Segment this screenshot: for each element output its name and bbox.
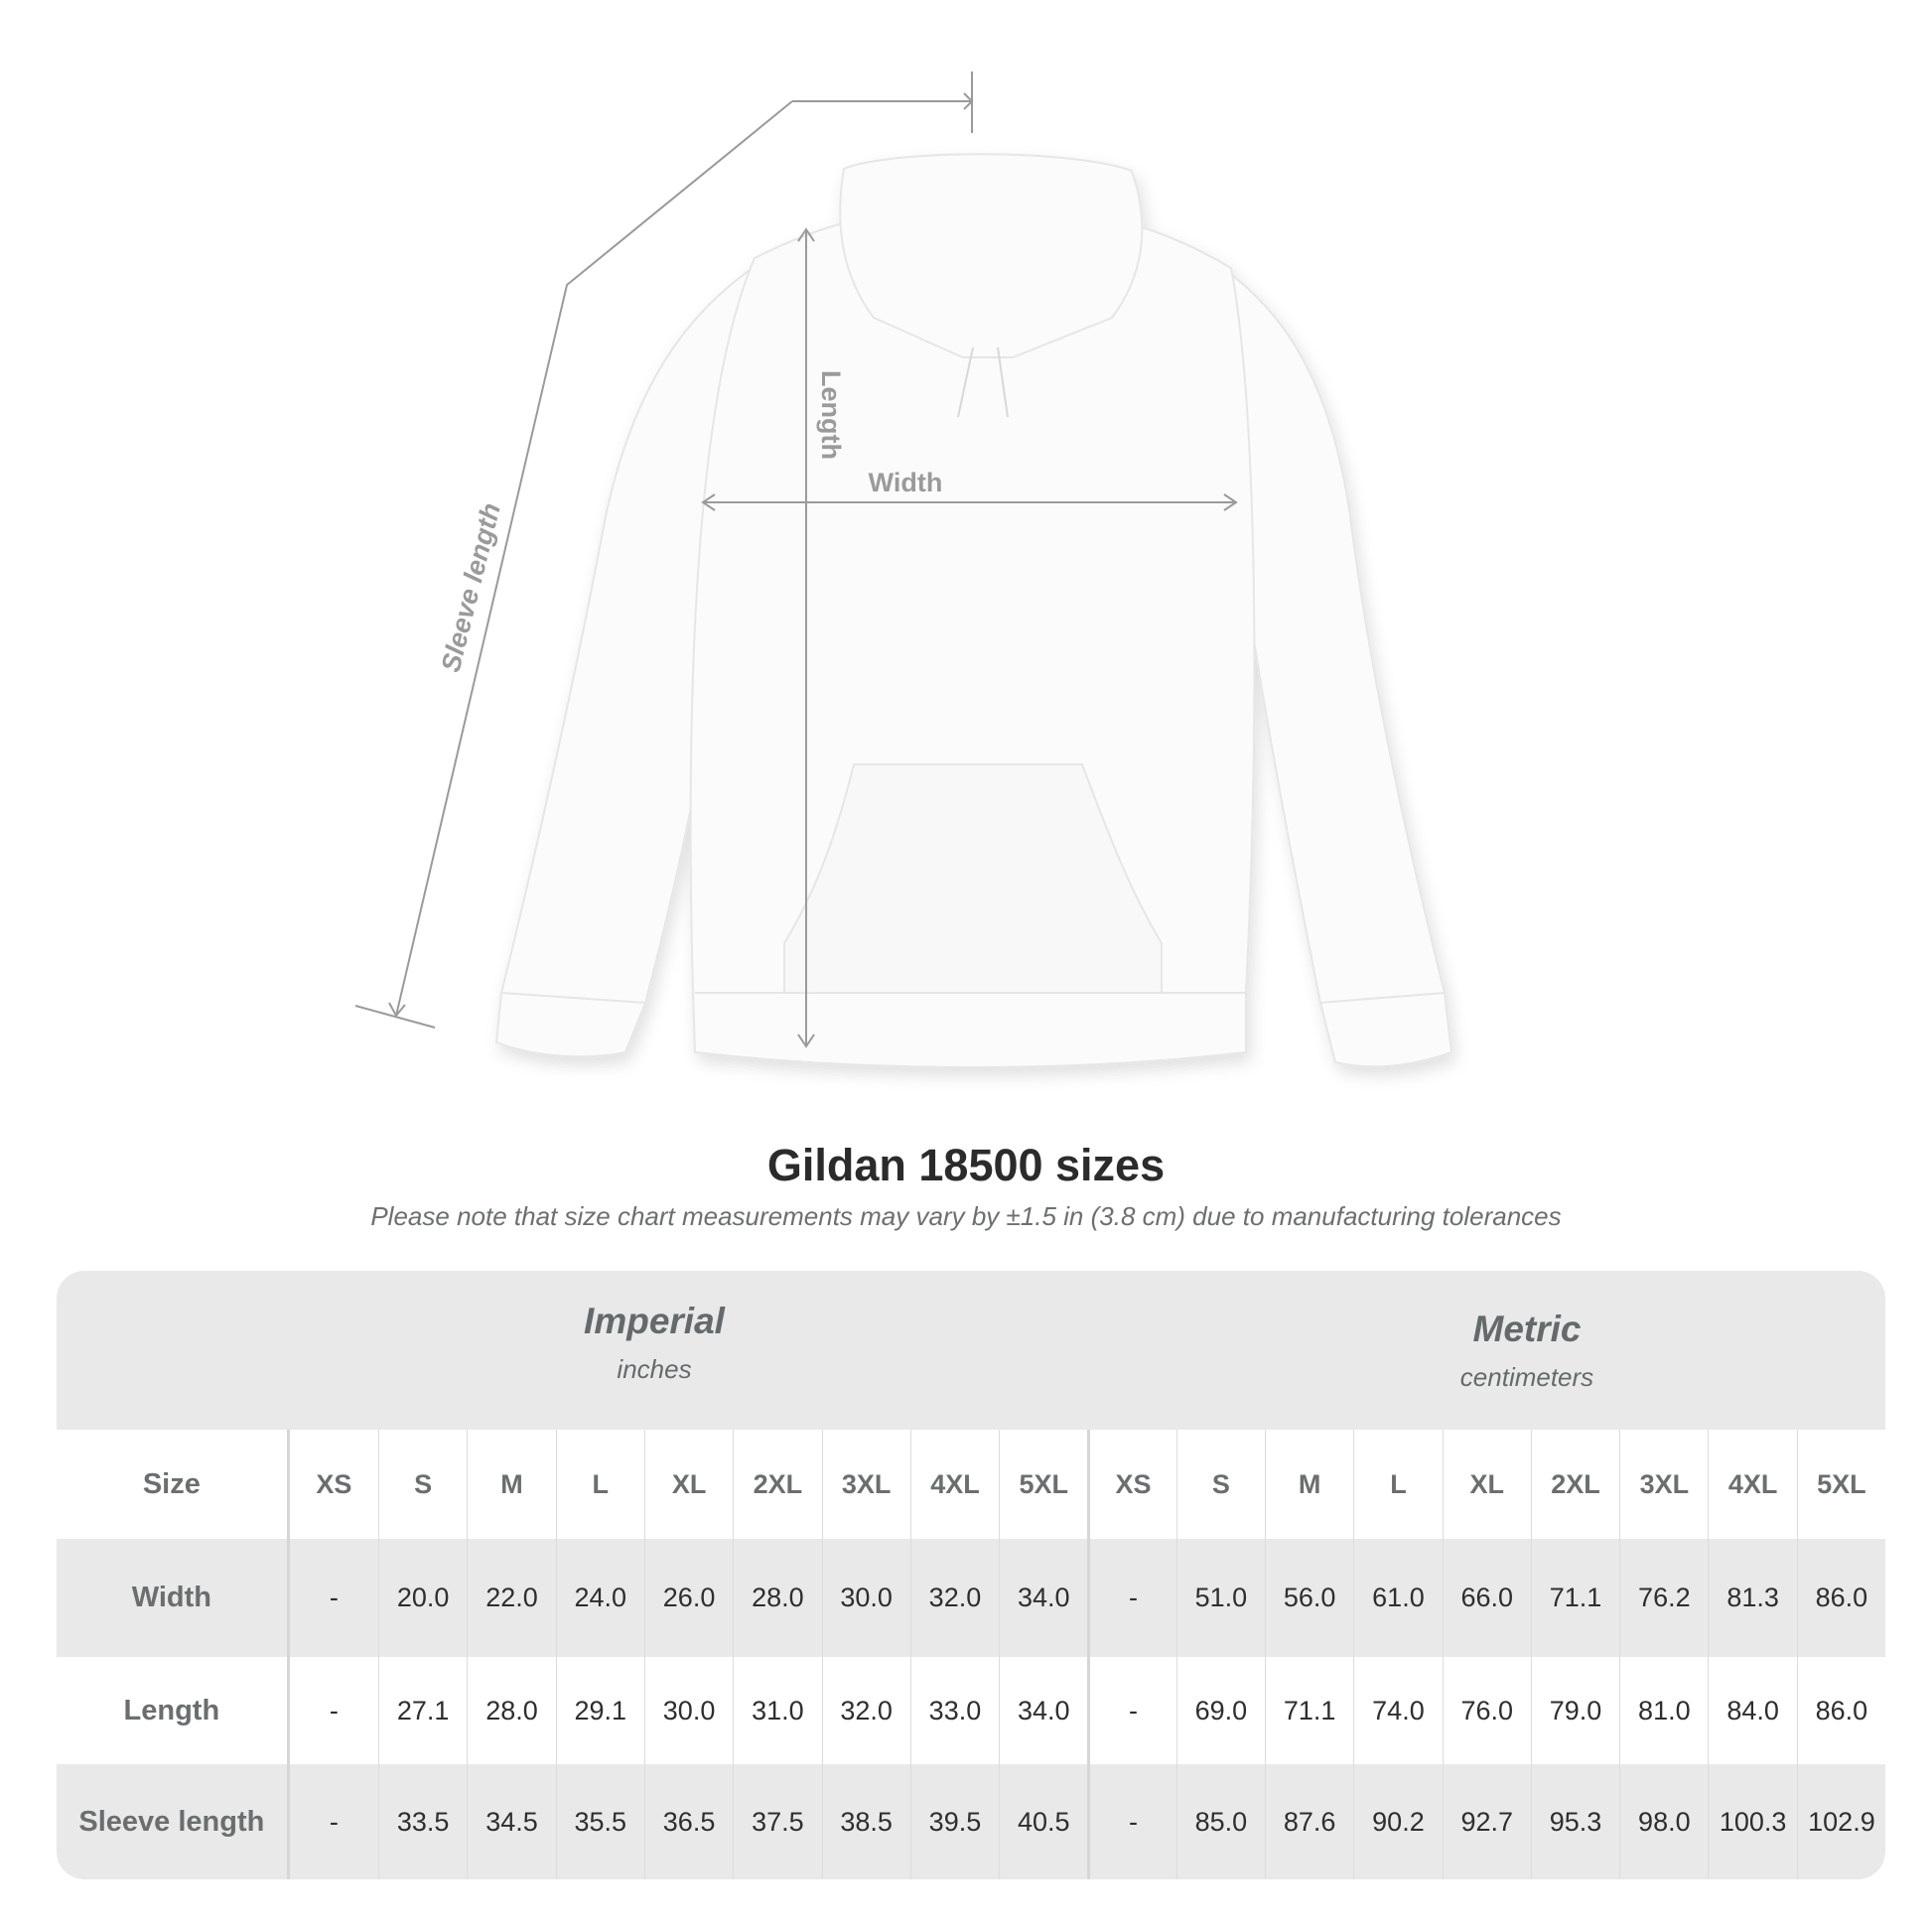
value-cell: 102.9	[1796, 1764, 1885, 1879]
value-cell: 76.2	[1619, 1539, 1708, 1657]
imperial-header: Imperial inches	[356, 1301, 952, 1385]
value-cell: 92.7	[1442, 1764, 1531, 1879]
size-header-cell: XL	[643, 1430, 733, 1539]
value-cell: 76.0	[1442, 1657, 1531, 1764]
size-header-cell: 2XL	[1530, 1430, 1619, 1539]
value-cell: 36.5	[643, 1764, 733, 1879]
length-label: Length	[816, 370, 846, 460]
value-cell: 38.5	[821, 1764, 910, 1879]
size-header-cell: L	[555, 1430, 644, 1539]
value-cell: 84.0	[1708, 1657, 1796, 1764]
value-cell: 33.5	[378, 1764, 467, 1879]
value-cell: 30.0	[643, 1657, 733, 1764]
value-cell: 87.6	[1265, 1764, 1353, 1879]
tolerance-note: Please note that size chart measurements…	[370, 1201, 1562, 1231]
value-cell: 79.0	[1530, 1657, 1619, 1764]
size-header-cell: XL	[1442, 1430, 1531, 1539]
table-row: Length -27.1 28.0 29.1 30.0 31.0 32.0 33.0 34.0-…	[57, 1657, 1885, 1764]
size-header-row: Size XS S M L XL 2XL 3XL 4XL 5XL XS S M L XL 2XL 3XL 4XL 5…	[57, 1430, 1885, 1539]
hoodie-diagram: Sleeve length Length Width	[354, 71, 1453, 1068]
width-label: Width	[869, 468, 943, 497]
size-header-cell: S	[1175, 1430, 1265, 1539]
value-cell: 27.1	[378, 1657, 467, 1764]
page-title: Gildan 18500 sizes	[766, 1140, 1166, 1190]
value-cell: 51.0	[1175, 1539, 1265, 1657]
size-header-cell: L	[1353, 1430, 1442, 1539]
value-cell: -	[329, 1695, 339, 1725]
value-cell: 85.0	[1175, 1764, 1265, 1879]
value-cell: 95.3	[1530, 1764, 1619, 1879]
value-cell: 29.1	[555, 1657, 644, 1764]
value-cell: 66.0	[1442, 1539, 1531, 1657]
value-cell: 32.0	[909, 1539, 999, 1657]
imperial-unit: inches	[617, 1354, 692, 1384]
imperial-title: Imperial	[584, 1301, 725, 1341]
value-cell: 81.0	[1619, 1657, 1708, 1764]
size-header-cell: M	[1265, 1430, 1353, 1539]
value-cell: -	[1087, 1539, 1175, 1657]
size-header-cell: 5XL	[999, 1430, 1087, 1539]
value-cell: 40.5	[999, 1764, 1087, 1879]
hoodie-image	[494, 153, 1453, 1068]
value-cell: -	[329, 1583, 339, 1612]
value-cell: 69.0	[1175, 1657, 1265, 1764]
value-cell: 90.2	[1353, 1764, 1442, 1879]
metric-header: Metric centimeters	[1229, 1309, 1825, 1393]
value-cell: -	[329, 1806, 339, 1837]
table-row: Width -20.0 22.0 24.0 26.0 28.0 30.0 32.0 34.0-5…	[57, 1539, 1885, 1657]
row-label: Sleeve length	[57, 1764, 290, 1879]
metric-unit: centimeters	[1459, 1362, 1594, 1392]
size-header-cell: 4XL	[909, 1430, 999, 1539]
value-cell: 86.0	[1796, 1539, 1885, 1657]
value-cell: 32.0	[821, 1657, 910, 1764]
value-cell: 74.0	[1353, 1657, 1442, 1764]
row-label: Length	[57, 1657, 290, 1764]
size-header-cell: S	[378, 1430, 467, 1539]
value-cell: 28.0	[467, 1657, 555, 1764]
value-cell: 33.0	[909, 1657, 999, 1764]
value-cell: 34.5	[467, 1764, 555, 1879]
size-header-cell: 4XL	[1708, 1430, 1796, 1539]
size-header-cell: 2XL	[733, 1430, 821, 1539]
measurement-lines	[354, 71, 1238, 1048]
size-table: Imperial inches Metric centimeters Size X…	[57, 1271, 1885, 1879]
table-header-band: Imperial inches Metric centimeters	[57, 1271, 1885, 1430]
value-cell: 71.1	[1530, 1539, 1619, 1657]
value-cell: 71.1	[1265, 1657, 1353, 1764]
value-cell: 39.5	[909, 1764, 999, 1879]
value-cell: 20.0	[378, 1539, 467, 1657]
value-cell: 98.0	[1619, 1764, 1708, 1879]
row-label: Size	[57, 1430, 290, 1539]
metric-title: Metric	[1472, 1309, 1582, 1349]
value-cell: 30.0	[821, 1539, 910, 1657]
value-cell: 56.0	[1265, 1539, 1353, 1657]
value-cell: 61.0	[1353, 1539, 1442, 1657]
value-cell: 34.0	[999, 1657, 1087, 1764]
value-cell: 31.0	[733, 1657, 821, 1764]
size-header-cell: 3XL	[821, 1430, 910, 1539]
value-cell: 35.5	[555, 1764, 644, 1879]
value-cell: 24.0	[555, 1539, 644, 1657]
value-cell: -	[1087, 1657, 1175, 1764]
value-cell: 34.0	[999, 1539, 1087, 1657]
value-cell: 37.5	[733, 1764, 821, 1879]
size-header-cell: M	[467, 1430, 555, 1539]
size-header-cell: XS	[1087, 1430, 1175, 1539]
value-cell: 86.0	[1796, 1657, 1885, 1764]
size-header-cell: XS	[316, 1468, 352, 1499]
value-cell: 22.0	[467, 1539, 555, 1657]
value-cell: 81.3	[1708, 1539, 1796, 1657]
row-label: Width	[57, 1539, 290, 1657]
value-cell: 28.0	[733, 1539, 821, 1657]
size-header-cell: 3XL	[1619, 1430, 1708, 1539]
value-cell: 100.3	[1708, 1764, 1796, 1879]
value-cell: 26.0	[643, 1539, 733, 1657]
value-cell: -	[1087, 1764, 1175, 1879]
size-header-cell: 5XL	[1796, 1430, 1885, 1539]
table-row: Sleeve length - 33.5 34.5 35.5 36.5 37.5 38.5 39…	[57, 1764, 1885, 1879]
